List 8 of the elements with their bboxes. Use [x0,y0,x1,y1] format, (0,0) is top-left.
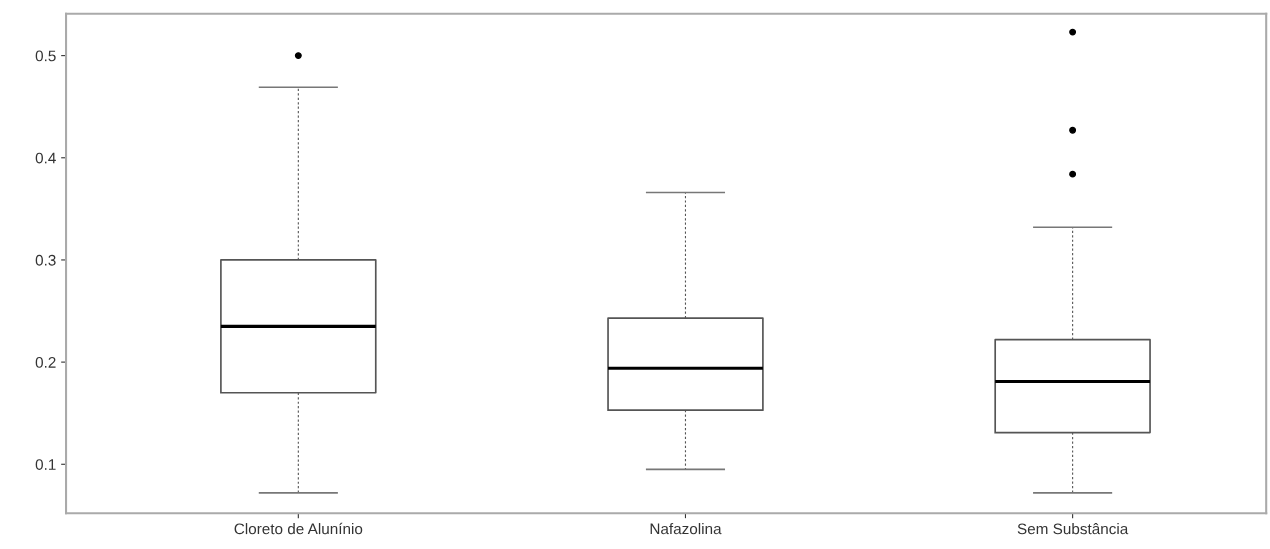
x-tick-label: Cloreto de Alunínio [234,522,363,535]
y-tick-label: 0.2 [35,356,56,368]
x-tick-label: Nafazolina [650,523,722,535]
y-tick-label: 0.1 [35,459,56,470]
y-tick-label: 0.3 [35,254,56,266]
y-tick-label: 0.5 [35,50,56,62]
y-tick-label: 0.4 [35,152,56,164]
x-tick-label: Sem Substância [1017,522,1129,535]
